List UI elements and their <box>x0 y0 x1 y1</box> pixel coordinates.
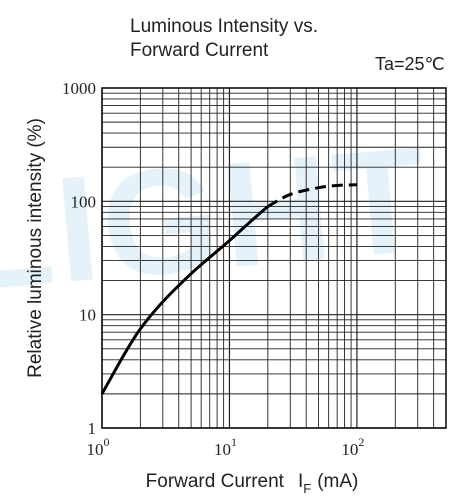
series-line-solid <box>100 205 269 395</box>
x-tick-base: 10 <box>214 440 231 459</box>
y-tick-label: 1 <box>88 419 97 438</box>
x-tick-label: 102 <box>341 435 364 459</box>
x-axis-label-text: Forward Current <box>146 471 285 492</box>
y-tick-label: 10 <box>79 306 96 325</box>
x-tick-exponent: 0 <box>104 435 110 449</box>
x-axis-label-symbol: I <box>298 471 303 492</box>
x-axis-label-subscript: F <box>303 481 311 496</box>
y-axis-label: Relative luminous intensity (%) <box>25 118 46 378</box>
plot-border <box>101 87 447 429</box>
y-tick-label: 1000 <box>62 79 96 98</box>
x-tick-base: 10 <box>341 440 358 459</box>
y-tick-label: 100 <box>71 192 97 211</box>
x-axis-label-unit: (mA) <box>317 471 358 492</box>
x-tick-exponent: 1 <box>231 435 237 449</box>
x-tick-label: 101 <box>214 435 237 459</box>
y-tick-labels: 1 10 100 1000 <box>62 79 96 438</box>
x-tick-base: 10 <box>87 440 104 459</box>
series-line-dashed <box>267 183 357 208</box>
chart-title-line-1: Luminous Intensity vs. <box>130 16 318 37</box>
chart-title-line-2: Forward Current <box>130 40 269 61</box>
watermark: LIGHT <box>0 114 437 322</box>
x-tick-labels: 100 101 102 <box>87 435 365 459</box>
x-axis-label: Forward Current IF (mA) <box>146 471 359 496</box>
grid <box>101 87 447 429</box>
x-tick-label: 100 <box>87 435 110 459</box>
series-group <box>100 183 357 395</box>
x-tick-exponent: 2 <box>358 435 364 449</box>
condition-label: Ta=25℃ <box>375 54 445 74</box>
